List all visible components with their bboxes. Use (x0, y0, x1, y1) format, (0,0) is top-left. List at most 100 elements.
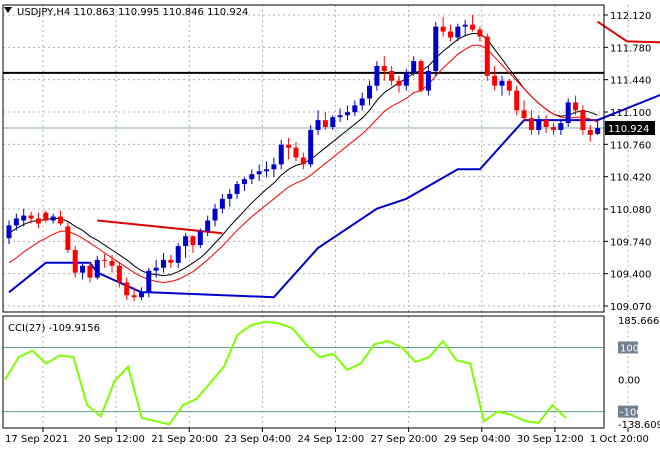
price-axis-label: 111.100 (610, 108, 651, 119)
candle-body (124, 282, 130, 296)
cci-axis-label: 100 (620, 343, 639, 354)
candle-body (278, 144, 284, 165)
candle-body (50, 216, 56, 221)
candle-body (146, 270, 152, 293)
candle-body (477, 29, 483, 37)
candle-body (492, 75, 498, 86)
candle-body (543, 120, 549, 128)
resistance-line (597, 20, 660, 44)
candle-body (6, 225, 12, 239)
cci-axis-label: 0.00 (618, 376, 640, 387)
cci-axis-label: -100 (620, 408, 643, 419)
candle-body (293, 147, 299, 158)
candle-body (550, 127, 556, 130)
candle-body (521, 110, 527, 119)
symbol-header: USDJPY,H4 110.863 110.995 110.846 110.92… (17, 7, 248, 18)
candle-body (168, 259, 174, 263)
candle-body (58, 216, 64, 224)
time-axis-label: 29 Sep 04:00 (444, 434, 511, 445)
horizontal-price-line[interactable] (3, 71, 604, 129)
candle-body (352, 105, 358, 113)
time-axis-label: 24 Sep 12:00 (298, 434, 365, 445)
candle-body (138, 292, 144, 298)
candle-body (109, 260, 115, 266)
overlay-indicators (8, 20, 660, 299)
cci-chart-frame (2, 315, 605, 429)
price-axis-label: 110.420 (610, 173, 651, 184)
candle-body (403, 72, 409, 86)
candle-body (264, 169, 270, 172)
candle-body (425, 70, 431, 91)
candle-body (161, 259, 167, 268)
candle-body (197, 231, 203, 246)
axis-labels: 112.120 111.780 111.440 111.100 110.760 110.4… (5, 11, 660, 445)
candles (6, 14, 601, 302)
candle-body (499, 80, 505, 86)
time-axis-label: 21 Sep 20:00 (151, 434, 218, 445)
candle-body (514, 90, 520, 111)
candle-body (131, 295, 137, 298)
candle-body (28, 215, 34, 219)
candle-body (227, 193, 233, 199)
candle-body (462, 24, 468, 27)
candle-body (389, 70, 395, 81)
cci-label: CCI(27) -109.9156 (8, 323, 100, 334)
current-price-badge (605, 120, 655, 135)
candle-body (344, 112, 350, 116)
candle-body (470, 24, 476, 30)
candle-body (153, 267, 159, 271)
candle-body (440, 26, 446, 32)
price-axis-label: 109.400 (610, 270, 651, 281)
candle-body (506, 80, 512, 91)
candle-body (447, 31, 453, 38)
triangle-down-icon[interactable] (4, 7, 12, 13)
candle-body (116, 265, 122, 283)
candle-body (330, 117, 336, 128)
candle-body (565, 102, 571, 124)
candle-body (396, 80, 402, 86)
candle-body (271, 164, 277, 170)
candle-body (418, 61, 424, 91)
candle-body (43, 212, 49, 221)
time-axis-label: 17 Sep 2021 (5, 434, 68, 445)
price-axis-label: 110.760 (610, 140, 651, 151)
cci-indicator (3, 320, 604, 426)
candle-body (212, 208, 218, 221)
candle-body (87, 265, 93, 278)
ma-slow-line (8, 44, 598, 284)
axes (2, 4, 629, 432)
candle-body (322, 120, 328, 128)
candle-body (13, 218, 19, 226)
candle-body (595, 127, 601, 134)
time-axis-label: 30 Sep 12:00 (517, 434, 584, 445)
candle-body (94, 259, 100, 278)
candle-body (205, 220, 211, 232)
cci-axis-label: -138.6091 (618, 420, 660, 431)
candle-body (528, 118, 534, 130)
candle-body (433, 26, 439, 71)
cci-level-badge (618, 341, 638, 354)
candle-body (536, 120, 542, 130)
candle-body (337, 115, 343, 118)
candle-body (580, 110, 586, 130)
price-axis-label: 109.740 (610, 237, 651, 248)
candle-body (558, 123, 564, 130)
candle-body (80, 265, 86, 273)
price-axis-label: 112.120 (610, 11, 651, 22)
price-axis-label: 110.080 (610, 205, 651, 216)
candle-body (374, 66, 380, 86)
candle-body (102, 259, 108, 261)
support-line (8, 94, 660, 299)
candle-body (256, 171, 262, 175)
candle-body (190, 236, 196, 246)
price-axis-label: 111.780 (610, 43, 651, 54)
time-axis-label: 20 Sep 12:00 (78, 434, 145, 445)
cci-axis-label: 185.6669 (618, 316, 660, 327)
candle-body (249, 174, 255, 180)
candle-body (315, 120, 321, 130)
current-price-label: 110.924 (608, 124, 649, 135)
cci-level-badge (618, 405, 638, 418)
candle-body (381, 66, 387, 71)
candle-body (300, 157, 306, 165)
